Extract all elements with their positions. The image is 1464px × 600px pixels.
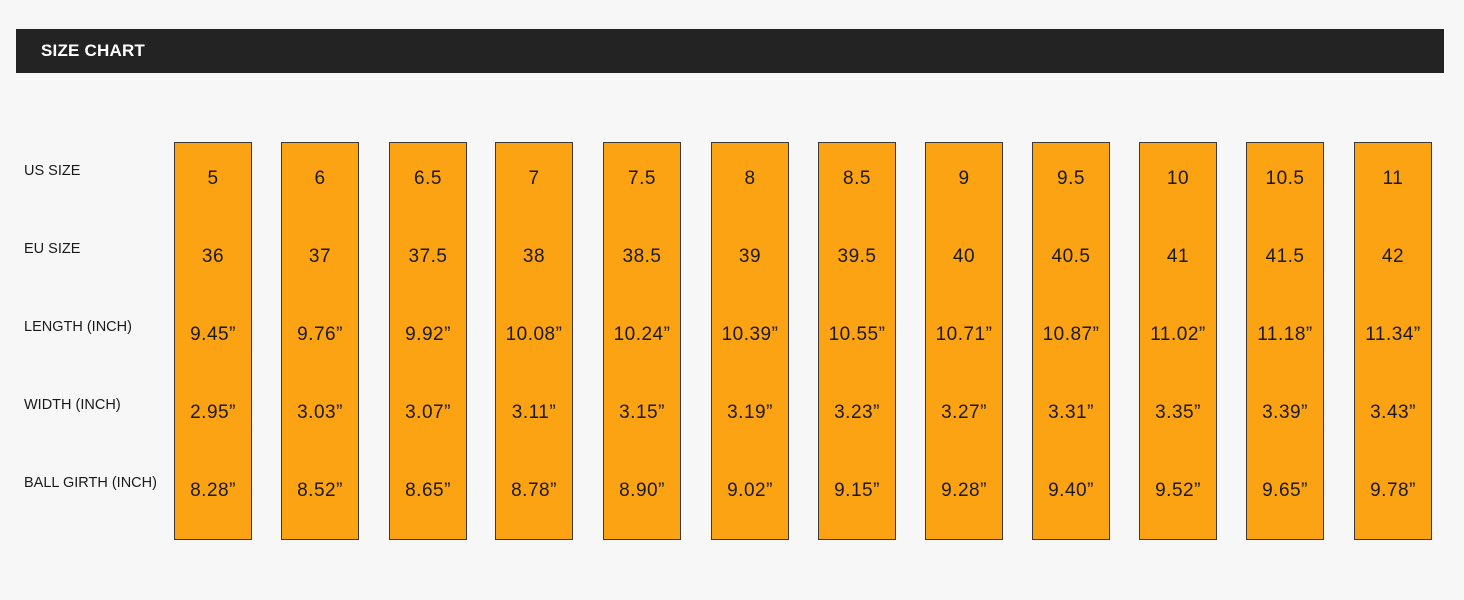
us-size-cell: 7.5 bbox=[628, 168, 656, 189]
us-size-cell: 11 bbox=[1382, 168, 1404, 189]
us-size-cell: 9 bbox=[958, 168, 970, 189]
us-size-cell: 8.5 bbox=[843, 168, 871, 189]
size-column: 10.5 41.5 11.18” 3.39” 9.65” bbox=[1246, 142, 1324, 540]
ball-girth-cell: 8.65” bbox=[405, 480, 451, 501]
length-cell: 10.39” bbox=[721, 324, 779, 345]
size-column: 9.5 40.5 10.87” 3.31” 9.40” bbox=[1032, 142, 1110, 540]
width-cell: 3.35” bbox=[1155, 402, 1201, 423]
us-size-cell: 9.5 bbox=[1057, 168, 1085, 189]
eu-size-cell: 39.5 bbox=[837, 246, 877, 267]
ball-girth-cell: 9.52” bbox=[1155, 480, 1201, 501]
eu-size-cell: 40 bbox=[952, 246, 976, 267]
us-size-cell: 6.5 bbox=[414, 168, 442, 189]
size-column: 7.5 38.5 10.24” 3.15” 8.90” bbox=[603, 142, 681, 540]
us-size-cell: 10.5 bbox=[1265, 168, 1305, 189]
size-column: 11 42 11.34” 3.43” 9.78” bbox=[1354, 142, 1432, 540]
length-cell: 9.76” bbox=[297, 324, 343, 345]
size-column: 6.5 37.5 9.92” 3.07” 8.65” bbox=[389, 142, 467, 540]
length-cell: 10.71” bbox=[935, 324, 993, 345]
width-cell: 3.07” bbox=[405, 402, 451, 423]
size-column: 7 38 10.08” 3.11” 8.78” bbox=[495, 142, 573, 540]
size-column: 5 36 9.45” 2.95” 8.28” bbox=[174, 142, 252, 540]
ball-girth-cell: 8.52” bbox=[297, 480, 343, 501]
ball-girth-cell: 8.78” bbox=[511, 480, 557, 501]
page-title: SIZE CHART bbox=[41, 41, 145, 60]
us-size-cell: 5 bbox=[207, 168, 219, 189]
length-cell: 11.02” bbox=[1150, 324, 1206, 345]
width-cell: 3.39” bbox=[1262, 402, 1308, 423]
header-bar: SIZE CHART bbox=[16, 29, 1444, 73]
ball-girth-cell: 9.28” bbox=[941, 480, 987, 501]
eu-size-cell: 38.5 bbox=[622, 246, 662, 267]
ball-girth-cell: 9.15” bbox=[834, 480, 880, 501]
row-label: US SIZE bbox=[24, 163, 81, 179]
ball-girth-cell: 9.65” bbox=[1262, 480, 1308, 501]
width-cell: 3.11” bbox=[511, 402, 557, 423]
eu-size-cell: 37.5 bbox=[408, 246, 448, 267]
width-cell: 2.95” bbox=[190, 402, 236, 423]
size-column: 6 37 9.76” 3.03” 8.52” bbox=[281, 142, 359, 540]
width-cell: 3.43” bbox=[1370, 402, 1416, 423]
length-cell: 10.24” bbox=[613, 324, 671, 345]
us-size-cell: 7 bbox=[528, 168, 540, 189]
eu-size-cell: 41.5 bbox=[1265, 246, 1305, 267]
eu-size-cell: 37 bbox=[308, 246, 332, 267]
row-label: EU SIZE bbox=[24, 241, 81, 257]
length-cell: 9.45” bbox=[190, 324, 236, 345]
size-column: 8 39 10.39” 3.19” 9.02” bbox=[711, 142, 789, 540]
length-cell: 11.34” bbox=[1365, 324, 1421, 345]
size-column: 10 41 11.02” 3.35” 9.52” bbox=[1139, 142, 1217, 540]
length-cell: 10.08” bbox=[505, 324, 563, 345]
eu-size-cell: 42 bbox=[1381, 246, 1405, 267]
us-size-cell: 6 bbox=[314, 168, 326, 189]
length-cell: 10.55” bbox=[828, 324, 886, 345]
eu-size-cell: 36 bbox=[201, 246, 225, 267]
ball-girth-cell: 8.90” bbox=[619, 480, 665, 501]
size-column: 9 40 10.71” 3.27” 9.28” bbox=[925, 142, 1003, 540]
length-cell: 9.92” bbox=[405, 324, 451, 345]
ball-girth-cell: 9.78” bbox=[1370, 480, 1416, 501]
us-size-cell: 10 bbox=[1166, 168, 1190, 189]
row-label: BALL GIRTH (INCH) bbox=[24, 475, 157, 491]
row-label: WIDTH (INCH) bbox=[24, 397, 121, 413]
eu-size-cell: 39 bbox=[738, 246, 762, 267]
row-label: LENGTH (INCH) bbox=[24, 319, 132, 335]
width-cell: 3.31” bbox=[1048, 402, 1094, 423]
ball-girth-cell: 9.02” bbox=[727, 480, 773, 501]
length-cell: 11.18” bbox=[1257, 324, 1313, 345]
eu-size-cell: 40.5 bbox=[1051, 246, 1091, 267]
us-size-cell: 8 bbox=[744, 168, 756, 189]
width-cell: 3.15” bbox=[619, 402, 665, 423]
eu-size-cell: 38 bbox=[522, 246, 546, 267]
ball-girth-cell: 8.28” bbox=[190, 480, 236, 501]
width-cell: 3.03” bbox=[297, 402, 343, 423]
width-cell: 3.27” bbox=[941, 402, 987, 423]
width-cell: 3.19” bbox=[727, 402, 773, 423]
width-cell: 3.23” bbox=[834, 402, 880, 423]
eu-size-cell: 41 bbox=[1166, 246, 1190, 267]
size-column: 8.5 39.5 10.55” 3.23” 9.15” bbox=[818, 142, 896, 540]
length-cell: 10.87” bbox=[1042, 324, 1100, 345]
ball-girth-cell: 9.40” bbox=[1048, 480, 1094, 501]
